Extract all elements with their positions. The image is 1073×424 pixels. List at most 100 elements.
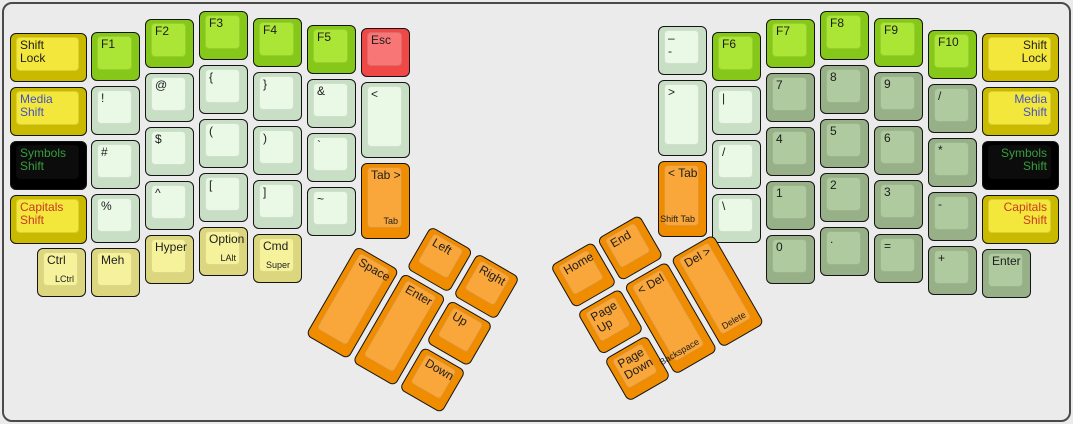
key-dollar[interactable]: $ <box>145 127 194 176</box>
key-tab-forward[interactable]: Tab > Tab <box>361 163 410 239</box>
key-equals[interactable]: = <box>874 234 923 283</box>
key-open-bracket[interactable]: [ <box>199 173 248 222</box>
key-hyper[interactable]: Hyper <box>145 235 194 284</box>
key-label: Ctrl <box>47 253 66 267</box>
key-num-5[interactable]: 5 <box>820 119 869 168</box>
key-backslash[interactable]: \ <box>712 194 761 243</box>
key-sublabel: Super <box>265 260 290 270</box>
key-face <box>934 196 969 230</box>
key-f3[interactable]: F3 <box>199 11 248 60</box>
key-face <box>934 88 969 122</box>
key-divide[interactable]: / <box>928 84 977 133</box>
key-slash-symbol[interactable]: / <box>712 140 761 189</box>
key-tab-back[interactable]: < Tab Shift Tab <box>658 161 707 237</box>
key-num-3[interactable]: 3 <box>874 180 923 229</box>
key-f7[interactable]: F7 <box>766 19 815 68</box>
key-label: F3 <box>209 16 224 30</box>
key-face <box>205 231 240 265</box>
key-num-9[interactable]: 9 <box>874 72 923 121</box>
key-option[interactable]: Option LAlt <box>199 227 248 276</box>
key-num-0[interactable]: 0 <box>766 235 815 284</box>
key-subtract[interactable]: - <box>928 192 977 241</box>
key-esc[interactable]: Esc <box>361 28 410 77</box>
key-label: ^ <box>155 186 161 200</box>
key-num-7[interactable]: 7 <box>766 73 815 122</box>
key-close-bracket[interactable]: ] <box>253 180 302 229</box>
key-label: F8 <box>830 16 845 30</box>
key-percent[interactable]: % <box>91 194 140 243</box>
key-label: 4 <box>776 132 783 146</box>
key-f2[interactable]: F2 <box>145 19 194 68</box>
key-ampersand[interactable]: & <box>307 79 356 128</box>
key-face <box>664 30 699 64</box>
key-face <box>16 145 79 179</box>
key-tilde[interactable]: ~ <box>307 187 356 236</box>
key-label: F5 <box>317 30 332 44</box>
key-greater-than[interactable]: > <box>658 80 707 156</box>
key-capitals-shift-left[interactable]: Capitals Shift <box>10 195 87 244</box>
key-multiply[interactable]: * <box>928 138 977 187</box>
key-label: F4 <box>263 23 278 37</box>
key-symbols-shift-left[interactable]: Symbols Shift <box>10 141 87 190</box>
key-close-brace[interactable]: } <box>253 72 302 121</box>
key-add[interactable]: + <box>928 246 977 295</box>
key-f4[interactable]: F4 <box>253 18 302 67</box>
key-face <box>934 34 969 68</box>
key-sublabel: Shift Tab <box>660 214 695 224</box>
key-label: Media Shift <box>20 92 53 119</box>
key-decimal-point[interactable]: . <box>820 227 869 276</box>
key-label: Esc <box>371 33 392 47</box>
key-pipe[interactable]: | <box>712 86 761 135</box>
key-backtick[interactable]: ` <box>307 133 356 182</box>
key-caret[interactable]: ^ <box>145 181 194 230</box>
key-face <box>205 177 240 211</box>
key-face <box>313 137 348 171</box>
key-cmd[interactable]: Cmd Super <box>253 234 302 283</box>
key-enter-right[interactable]: Enter <box>982 249 1031 298</box>
key-face <box>151 185 186 219</box>
key-f9[interactable]: F9 <box>874 18 923 67</box>
key-num-1[interactable]: 1 <box>766 181 815 230</box>
key-num-2[interactable]: 2 <box>820 173 869 222</box>
key-f8[interactable]: F8 <box>820 11 869 60</box>
key-label: F7 <box>776 24 791 38</box>
key-label: $ <box>155 132 162 146</box>
key-exclamation[interactable]: ! <box>91 86 140 135</box>
key-label: / <box>938 89 942 103</box>
key-num-6[interactable]: 6 <box>874 126 923 175</box>
key-face <box>988 91 1051 125</box>
key-open-brace[interactable]: { <box>199 65 248 114</box>
key-face <box>718 90 753 124</box>
key-label: ] <box>263 185 267 199</box>
key-ctrl[interactable]: Ctrl LCtrl <box>37 248 86 297</box>
key-face <box>772 131 807 165</box>
key-label: Symbols Shift <box>1000 146 1047 173</box>
key-face <box>367 32 402 66</box>
key-hash[interactable]: # <box>91 140 140 189</box>
key-media-shift-right[interactable]: Media Shift <box>982 87 1059 136</box>
key-dashes[interactable]: – - <box>658 26 707 75</box>
key-symbols-shift-right[interactable]: Symbols Shift <box>982 141 1059 190</box>
key-meh[interactable]: Meh <box>91 248 140 297</box>
key-num-8[interactable]: 8 <box>820 65 869 114</box>
key-label: Option <box>209 232 245 246</box>
key-capitals-shift-right[interactable]: Capitals Shift <box>982 195 1059 244</box>
key-media-shift-left[interactable]: Media Shift <box>10 87 87 136</box>
key-f10[interactable]: F10 <box>928 30 977 79</box>
key-label: \ <box>722 199 726 213</box>
key-at[interactable]: @ <box>145 73 194 122</box>
key-shift-lock-right[interactable]: Shift Lock <box>982 33 1059 82</box>
key-num-4[interactable]: 4 <box>766 127 815 176</box>
key-label: # <box>101 145 108 159</box>
key-f1[interactable]: F1 <box>91 32 140 81</box>
key-label: Shift Lock <box>20 38 46 65</box>
key-less-than[interactable]: < <box>361 82 410 158</box>
key-close-paren[interactable]: ) <box>253 126 302 175</box>
key-f5[interactable]: F5 <box>307 25 356 74</box>
key-f6[interactable]: F6 <box>712 32 761 81</box>
key-face <box>97 144 132 178</box>
key-shift-lock-left[interactable]: Shift Lock <box>10 33 87 82</box>
key-label: 8 <box>830 70 837 84</box>
key-open-paren[interactable]: ( <box>199 119 248 168</box>
key-face <box>259 76 294 110</box>
